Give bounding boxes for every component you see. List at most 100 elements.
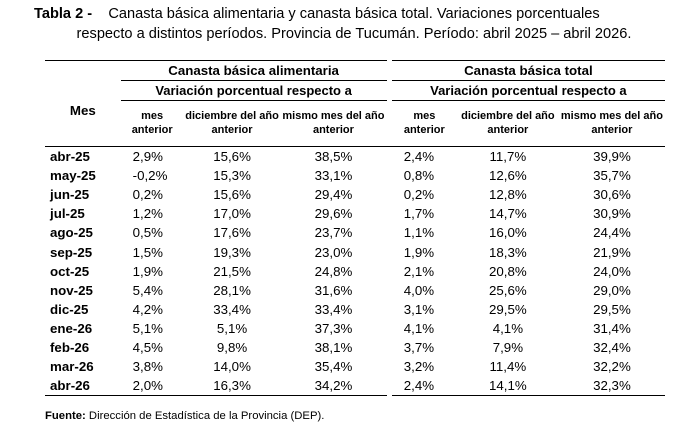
table-cell: 34,2% (280, 376, 387, 397)
row-month: oct-25 (50, 263, 90, 279)
table-cell: 31,4% (593, 320, 631, 336)
table-row: sep-25 1,5% 19,3% 23,0% 1,9% 18,3% 21,9% (45, 242, 665, 262)
table-cell: 1,9% (132, 263, 163, 279)
table-cell: 12,6% (489, 168, 527, 184)
table-cell: 4,1% (492, 320, 524, 336)
source-note: Fuente: Dirección de Estadística de la P… (45, 410, 324, 422)
table-cell: 16,3% (183, 376, 281, 397)
table-cell: 7,9% (492, 339, 524, 355)
table-cell: 38,5% (314, 149, 353, 165)
table-cell: 2,0% (120, 376, 184, 397)
table-cell: 24,0% (593, 263, 631, 279)
table-cell: 14,0% (213, 359, 251, 375)
table-cell: 0,2% (403, 187, 435, 203)
table-cell: 3,7% (403, 339, 435, 355)
table-cell: 29,5% (593, 301, 631, 317)
table-row: dic-25 4,2% 33,4% 33,4% 3,1% 29,5% 29,5% (45, 299, 665, 319)
row-month: nov-25 (50, 282, 93, 298)
table-cell: 2,4% (403, 149, 435, 165)
table-cell: 31,6% (314, 282, 353, 298)
col-header-diciembre: diciembre del año anterior (183, 100, 281, 147)
table-cell: 20,8% (489, 263, 527, 279)
table-cell: 23,7% (314, 225, 353, 241)
table-cell: 29,6% (314, 206, 353, 222)
group-subtitle-cbt: Variación porcentual respecto a (391, 80, 665, 101)
header-mes: Mes (45, 60, 121, 147)
table-cell: 29,4% (314, 187, 353, 203)
table-cell: 32,3% (558, 376, 665, 397)
table-cell: 33,4% (314, 301, 353, 317)
table-cell: 16,0% (489, 225, 527, 241)
col-header-mes-anterior: mes anterior (391, 100, 457, 147)
table-cell: 4,0% (403, 282, 435, 298)
table-cell: 29,0% (593, 282, 631, 298)
col-header-mes-anterior: mes anterior (120, 100, 184, 147)
table-cell: -0,2% (132, 168, 168, 184)
table-row: oct-25 1,9% 21,5% 24,8% 2,1% 20,8% 24,0% (45, 261, 665, 281)
table-cell: 38,1% (314, 339, 353, 355)
table-cell: 17,0% (213, 206, 251, 222)
table-cell: 3,2% (403, 359, 435, 375)
group-title-cbt: Canasta básica total (391, 60, 665, 81)
table-cell: 15,6% (213, 149, 251, 165)
row-month: sep-25 (50, 244, 93, 260)
table-cell: 17,6% (213, 225, 251, 241)
table-row: ene-26 5,1% 5,1% 37,3% 4,1% 4,1% 31,4% (45, 318, 665, 338)
table-cell: 12,8% (489, 187, 527, 203)
table-cell: 23,0% (314, 244, 353, 260)
table-row: jul-25 1,2% 17,0% 29,6% 1,7% 14,7% 30,9% (45, 204, 665, 224)
table-row: nov-25 5,4% 28,1% 31,6% 4,0% 25,6% 29,0% (45, 280, 665, 300)
table-cell: 5,4% (132, 282, 163, 298)
table-cell: 15,6% (213, 187, 251, 203)
table-cell: 0,2% (132, 187, 163, 203)
col-header-diciembre: diciembre del año anterior (456, 100, 559, 147)
table-cell: 11,7% (489, 149, 527, 165)
table-cell: 5,1% (132, 320, 163, 336)
table-cell: 37,3% (314, 320, 353, 336)
table-cell: 4,1% (403, 320, 435, 336)
table-cell: 29,5% (489, 301, 527, 317)
table-caption: Tabla 2 - Canasta básica alimentaria y c… (34, 4, 674, 44)
source-label: Fuente: (45, 410, 86, 422)
table-row: abr-26 2,0% 16,3% 34,2% 2,4% 14,1% 32,3% (45, 376, 665, 397)
table-cell: 1,1% (403, 225, 435, 241)
caption-line-2: respecto a distintos períodos. Provincia… (76, 26, 632, 42)
table-cell: 32,2% (593, 359, 631, 375)
table-cell: 19,3% (213, 244, 251, 260)
col-header-mismo-mes: mismo mes del año anterior (280, 100, 387, 147)
table-cell: 30,6% (593, 187, 631, 203)
group-subtitle-cba: Variación porcentual respecto a (120, 80, 387, 101)
table-row: jun-25 0,2% 15,6% 29,4% 0,2% 12,8% 30,6% (45, 185, 665, 205)
table-cell: 4,2% (132, 301, 163, 317)
table-cell: 1,2% (132, 206, 163, 222)
col-header-mismo-mes: mismo mes del año anterior (558, 100, 665, 147)
table-cell: 30,9% (593, 206, 631, 222)
table-cell: 4,5% (132, 339, 163, 355)
table-cell: 14,1% (456, 376, 559, 397)
table-cell: 1,7% (403, 206, 435, 222)
table-cell: 25,6% (489, 282, 527, 298)
table-cell: 0,8% (403, 168, 435, 184)
table-row: ago-25 0,5% 17,6% 23,7% 1,1% 16,0% 24,4% (45, 223, 665, 243)
table-cell: 1,5% (132, 244, 163, 260)
table-cell: 9,8% (216, 339, 248, 355)
row-month: dic-25 (50, 301, 89, 317)
table-cell: 0,5% (132, 225, 163, 241)
table-cell: 3,1% (403, 301, 435, 317)
row-month: jul-25 (50, 206, 85, 222)
table-cell: 14,7% (489, 206, 527, 222)
table-cell: 5,1% (216, 320, 248, 336)
table-cell: 15,3% (213, 168, 251, 184)
row-month: abr-25 (50, 149, 90, 165)
table-cell: 21,5% (213, 263, 251, 279)
table-cell: 2,4% (391, 376, 457, 397)
caption-line-1: Canasta básica alimentaria y canasta bás… (108, 6, 600, 22)
table-cell: 24,8% (314, 263, 353, 279)
caption-label: Tabla 2 - (34, 6, 93, 22)
table-cell: 18,3% (489, 244, 527, 260)
table-cell: 11,4% (489, 359, 527, 375)
table-row: mar-26 3,8% 14,0% 35,4% 3,2% 11,4% 32,2% (45, 357, 665, 377)
row-month: jun-25 (50, 187, 90, 203)
group-title-cba: Canasta básica alimentaria (120, 60, 387, 81)
table-cell: 35,7% (593, 168, 631, 184)
